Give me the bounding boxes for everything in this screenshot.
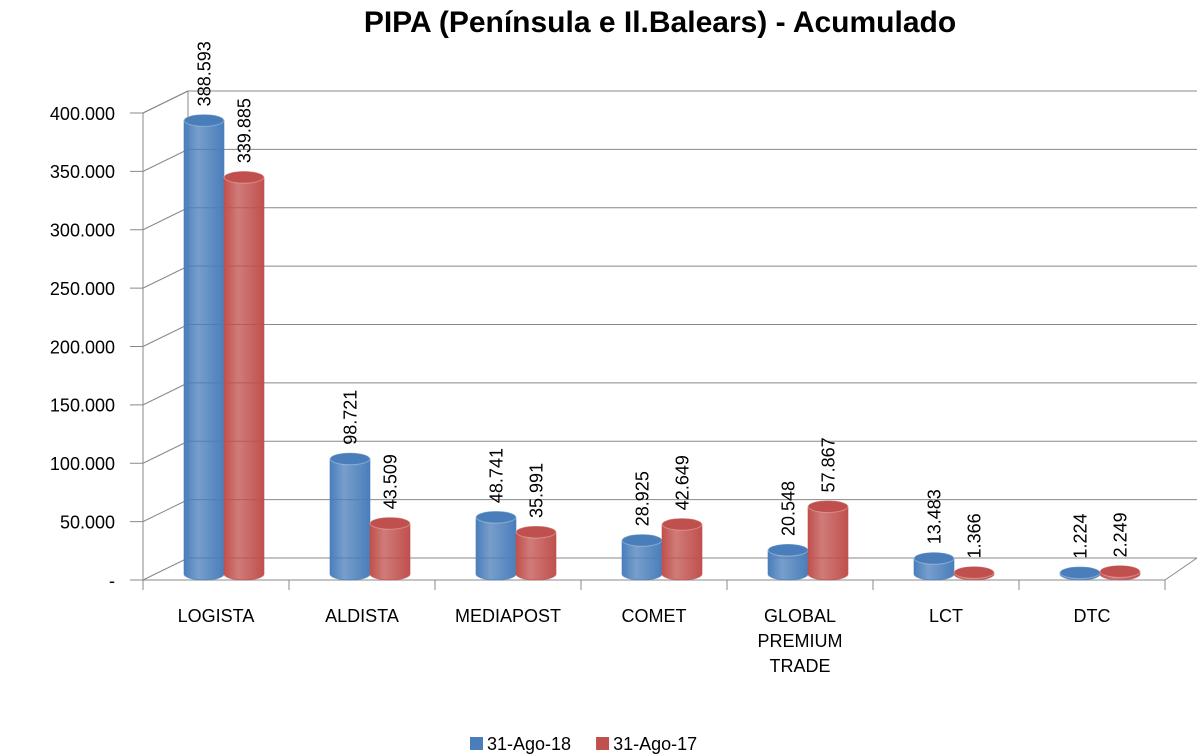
grid-line-depth (142, 440, 189, 464)
value-label: 43.509 (381, 454, 401, 509)
bar (807, 499, 849, 581)
x-tick-label: GLOBAL PREMIUM TRADE (757, 606, 843, 676)
y-tick-label: 250.000 (50, 279, 115, 299)
x-tick-label: LCT (928, 606, 963, 626)
bar-top (767, 543, 809, 557)
value-label: 13.483 (925, 489, 945, 544)
chart-title: PIPA (Península e Il.Balears) - Acumulad… (364, 6, 956, 39)
bar (329, 452, 371, 581)
bar-body (515, 531, 557, 581)
x-tick-label: DTC (1073, 606, 1111, 626)
value-label: 20.548 (779, 481, 799, 536)
bar-top (183, 113, 225, 127)
bar (661, 517, 703, 581)
y-tick-label: 350.000 (50, 162, 115, 182)
bar (475, 510, 517, 581)
bar-top (329, 452, 371, 466)
bar (183, 113, 225, 581)
value-label: 388.593 (195, 41, 215, 106)
bar-top (1099, 564, 1141, 578)
bar-top (913, 551, 955, 565)
value-label: 35.991 (527, 463, 547, 518)
grid-line-depth (142, 265, 189, 289)
x-tick-label: MEDIAPOST (454, 606, 561, 626)
y-tick-label: 100.000 (50, 454, 115, 474)
bar-top (223, 170, 265, 184)
bar (767, 543, 809, 581)
bar-top (953, 565, 995, 579)
bar-top (515, 525, 557, 539)
y-tick-label: 150.000 (50, 396, 115, 416)
bar (953, 565, 995, 581)
value-label: 1.224 (1071, 514, 1091, 559)
bar-body (807, 505, 849, 581)
bar-top (661, 517, 703, 531)
y-tick-label: 200.000 (50, 337, 115, 357)
grid-line-depth (142, 148, 189, 172)
bar-body (329, 458, 371, 581)
x-tick-label: ALDISTA (325, 606, 399, 626)
x-tick-label: COMET (621, 606, 687, 626)
bar-body (661, 523, 703, 581)
grid-line-depth (142, 499, 189, 523)
grid-line-depth (142, 382, 189, 406)
value-label: 339.885 (235, 98, 255, 163)
x-tick-label: LOGISTA (177, 606, 255, 626)
value-label: 48.741 (487, 448, 507, 503)
grid-line-depth (142, 324, 189, 347)
bar (223, 170, 265, 581)
value-label: 42.649 (673, 455, 693, 510)
bar (621, 533, 663, 581)
bar-top (807, 499, 849, 513)
bar-top (1059, 566, 1101, 580)
bar-top (369, 516, 411, 530)
floor-right (1164, 557, 1198, 581)
legend-swatch (470, 737, 483, 750)
bar (369, 516, 411, 581)
value-label: 98.721 (341, 390, 361, 445)
bar-body (475, 516, 517, 581)
grid-line-depth (142, 90, 189, 114)
bar (515, 525, 557, 581)
bar-body (223, 176, 265, 581)
bar (1059, 566, 1101, 581)
bar (1099, 564, 1141, 581)
legend-label: 31-Ago-17 (613, 734, 697, 754)
value-label: 1.366 (965, 513, 985, 558)
legend-label: 31-Ago-18 (487, 734, 571, 754)
legend-swatch (596, 737, 610, 750)
value-label: 28.925 (633, 471, 653, 526)
bar (913, 551, 955, 581)
grid-line-depth (142, 207, 189, 231)
bar-body (183, 119, 225, 581)
grid-line-depth (142, 557, 189, 581)
value-label: 57.867 (819, 437, 839, 492)
bar-top (621, 533, 663, 547)
value-label: 2.249 (1111, 512, 1131, 557)
bar-body (369, 522, 411, 581)
y-tick-label: 300.000 (50, 221, 115, 241)
y-tick-label: 400.000 (50, 104, 115, 124)
bar-top (475, 510, 517, 524)
y-tick-label: 50.000 (60, 512, 115, 532)
y-tick-label: - (109, 571, 115, 591)
